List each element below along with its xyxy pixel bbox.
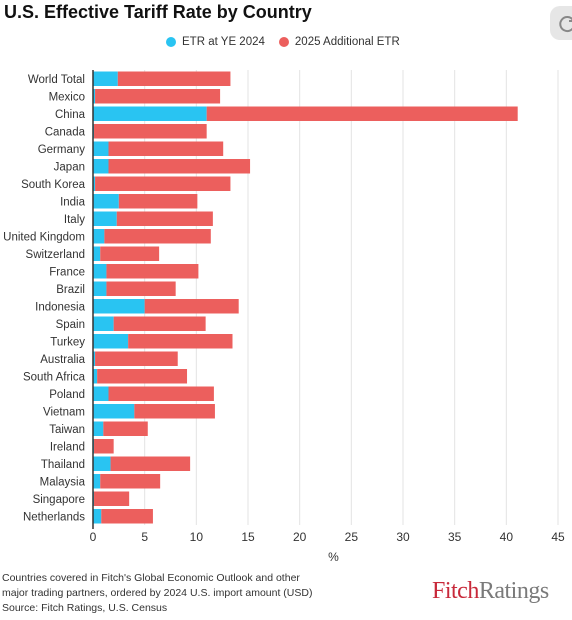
category-label-germany: Germany (38, 144, 86, 156)
bar-japan-etr-2024 (93, 159, 109, 174)
x-tick-label-35: 35 (448, 530, 462, 544)
category-label-united-kingdom: United Kingdom (3, 231, 85, 243)
bar-france-etr-2024 (93, 264, 106, 279)
category-label-indonesia: Indonesia (35, 301, 85, 313)
bar-spain-etr-2024 (93, 317, 114, 332)
bar-indonesia-etr-2024 (93, 299, 145, 314)
bar-netherlands-etr-2024 (93, 509, 101, 524)
bar-mexico-additional-2025 (95, 89, 220, 104)
bar-turkey-additional-2025 (128, 334, 232, 349)
bar-singapore-additional-2025 (94, 492, 129, 507)
category-label-spain: Spain (56, 319, 85, 331)
bar-vietnam-etr-2024 (93, 404, 134, 419)
category-label-taiwan: Taiwan (49, 424, 85, 436)
category-label-australia: Australia (40, 354, 85, 366)
bar-malaysia-etr-2024 (93, 474, 100, 489)
footnote-source: Source: Fitch Ratings, U.S. Census (2, 601, 342, 616)
bar-brazil-etr-2024 (93, 282, 106, 297)
footnote: Countries covered in Fitch's Global Econ… (2, 571, 342, 616)
bar-italy-additional-2025 (117, 212, 213, 227)
category-label-singapore: Singapore (33, 494, 85, 506)
x-tick-label-5: 5 (141, 530, 148, 544)
bar-france-additional-2025 (106, 264, 198, 279)
bar-poland-additional-2025 (109, 387, 214, 402)
x-tick-label-15: 15 (241, 530, 255, 544)
bar-turkey-etr-2024 (93, 334, 128, 349)
bar-taiwan-additional-2025 (103, 422, 147, 437)
bar-thailand-etr-2024 (93, 457, 111, 472)
category-label-malaysia: Malaysia (40, 476, 86, 488)
bar-poland-etr-2024 (93, 387, 109, 402)
category-label-france: France (49, 266, 85, 278)
category-label-vietnam: Vietnam (43, 406, 85, 418)
bar-switzerland-etr-2024 (93, 247, 100, 262)
bar-switzerland-additional-2025 (100, 247, 159, 262)
category-label-south-korea: South Korea (21, 179, 86, 191)
bar-united-kingdom-etr-2024 (93, 229, 104, 244)
bar-indonesia-additional-2025 (145, 299, 239, 314)
category-label-japan: Japan (54, 161, 85, 173)
footnote-line-1: Countries covered in Fitch's Global Econ… (2, 571, 342, 586)
category-label-canada: Canada (45, 126, 86, 138)
bar-germany-etr-2024 (93, 142, 109, 157)
category-label-south-africa: South Africa (23, 371, 86, 383)
category-label-ireland: Ireland (50, 441, 85, 453)
bar-china-etr-2024 (93, 107, 207, 122)
x-tick-label-45: 45 (551, 530, 565, 544)
x-tick-label-25: 25 (345, 530, 359, 544)
bar-vietnam-additional-2025 (134, 404, 215, 419)
bar-thailand-additional-2025 (111, 457, 191, 472)
bar-germany-additional-2025 (109, 142, 224, 157)
bar-taiwan-etr-2024 (93, 422, 103, 437)
x-tick-label-0: 0 (90, 530, 97, 544)
category-label-turkey: Turkey (50, 336, 85, 348)
bar-malaysia-additional-2025 (100, 474, 160, 489)
bar-china-additional-2025 (207, 107, 518, 122)
category-label-brazil: Brazil (56, 284, 85, 296)
x-axis-label: % (328, 550, 339, 564)
bar-spain-additional-2025 (114, 317, 206, 332)
category-label-china: China (55, 109, 86, 121)
category-label-thailand: Thailand (41, 459, 85, 471)
footnote-line-2: major trading partners, ordered by 2024 … (2, 586, 342, 601)
category-label-netherlands: Netherlands (23, 511, 85, 523)
category-label-mexico: Mexico (49, 91, 85, 103)
bar-australia-additional-2025 (95, 352, 178, 367)
category-label-poland: Poland (49, 389, 85, 401)
bar-japan-additional-2025 (109, 159, 251, 174)
bar-netherlands-additional-2025 (101, 509, 153, 524)
bar-chart: World Total Mexico China Canada Germany Japan… (0, 0, 572, 570)
bar-canada-additional-2025 (94, 124, 207, 139)
bar-brazil-additional-2025 (106, 282, 175, 297)
bar-ireland-additional-2025 (94, 439, 114, 454)
fitch-ratings-logo: FitchRatings (432, 578, 549, 605)
category-label-india: India (60, 196, 86, 208)
category-label-switzerland: Switzerland (26, 249, 85, 261)
bar-world-total-etr-2024 (93, 72, 118, 87)
x-tick-label-20: 20 (293, 530, 307, 544)
bar-india-etr-2024 (93, 194, 119, 209)
bar-india-additional-2025 (119, 194, 198, 209)
bar-world-total-additional-2025 (118, 72, 231, 87)
x-tick-label-10: 10 (190, 530, 204, 544)
category-label-italy: Italy (64, 214, 85, 226)
bar-united-kingdom-additional-2025 (104, 229, 210, 244)
bar-south-africa-additional-2025 (97, 369, 187, 384)
x-tick-label-30: 30 (396, 530, 410, 544)
bar-italy-etr-2024 (93, 212, 117, 227)
bar-south-korea-additional-2025 (95, 177, 230, 192)
category-label-world-total: World Total (28, 74, 85, 86)
x-tick-label-40: 40 (500, 530, 514, 544)
